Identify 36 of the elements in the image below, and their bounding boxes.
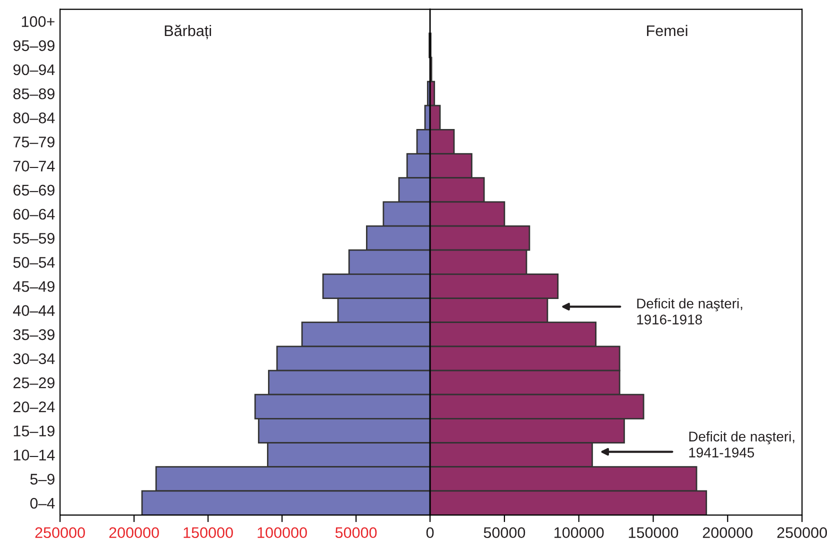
x-tick-label: 250000	[777, 527, 827, 538]
y-tick-label: 40–44	[13, 305, 55, 316]
x-tick-label: 150000	[184, 527, 233, 538]
y-tick-label: 65–69	[13, 184, 54, 196]
y-tick-label: 55–59	[13, 232, 54, 244]
x-tick-label: 100000	[554, 527, 604, 538]
annotation: Deficit de naşteri, 1941-1945	[689, 431, 794, 458]
y-tick-label: 80–84	[13, 112, 55, 124]
y-tick-label: 60–64	[13, 208, 55, 220]
y-tick-label: 20–24	[13, 402, 55, 412]
x-tick-label: 250000	[35, 527, 85, 538]
x-tick-label: 200000	[702, 527, 753, 538]
annotation: Deficit de naşteri, 1916-1918	[637, 298, 742, 324]
y-tick-label: 10–14	[14, 450, 55, 460]
y-tick-label: 85–89	[13, 88, 54, 100]
x-tick-label: 200000	[109, 527, 159, 538]
x-tick-label: 0	[426, 527, 434, 538]
y-tick-label: 45–49	[13, 281, 54, 292]
y-tick-label: 50–54	[13, 257, 55, 268]
y-tick-label: 95–99	[13, 40, 54, 52]
x-tick-label: 150000	[628, 527, 678, 538]
x-tick-label: 50000	[335, 527, 377, 538]
y-tick-label: 25–29	[13, 377, 54, 388]
text: Femei	[647, 24, 688, 36]
y-tick-label: 35–39	[13, 329, 54, 340]
y-tick-label: 30–34	[13, 353, 55, 364]
y-tick-label: 15–19	[14, 426, 54, 436]
x-tick-label: 50000	[484, 527, 526, 538]
y-tick-label: 75–79	[13, 136, 54, 148]
y-tick-label: 5–9	[30, 474, 54, 485]
y-tick-label: 100+	[22, 16, 54, 27]
text: Bărbați	[164, 24, 212, 40]
y-tick-label: 70–74	[13, 160, 55, 172]
y-tick-label: 0–4	[30, 498, 55, 509]
y-tick-label: 90–94	[13, 64, 55, 76]
x-tick-label: 100000	[258, 527, 307, 538]
